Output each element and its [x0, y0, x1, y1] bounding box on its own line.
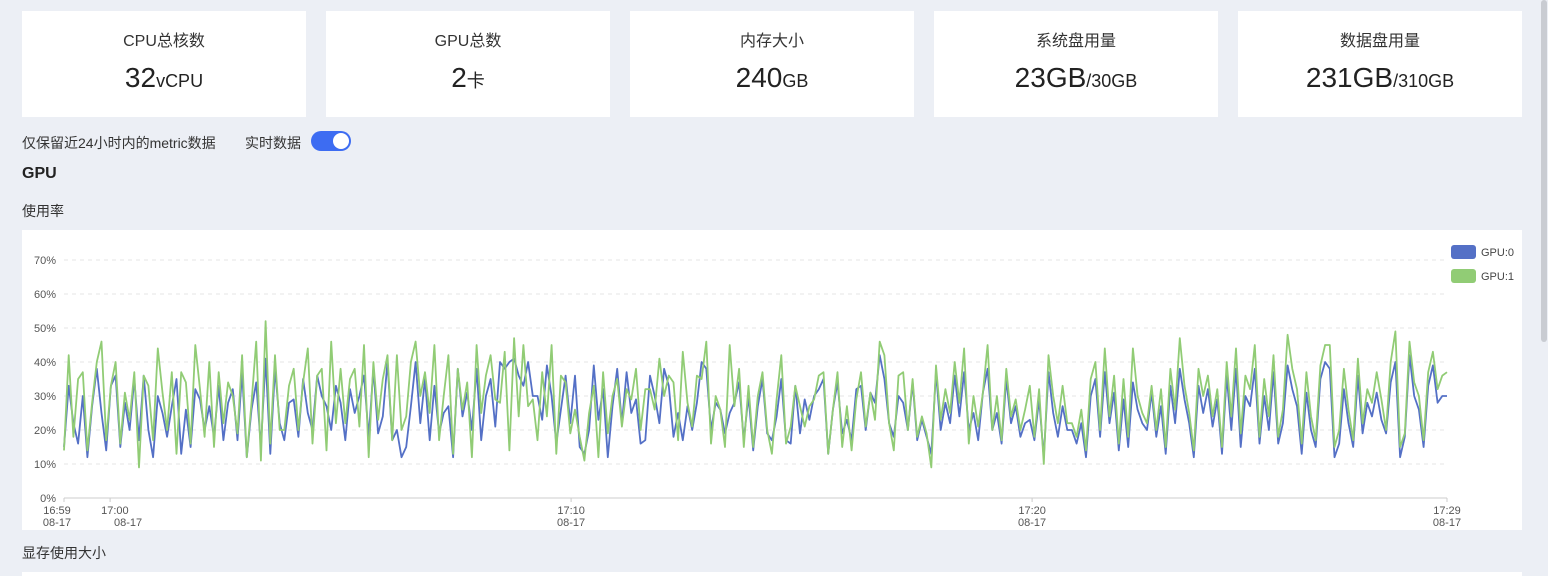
stat-card-memory: 内存大小 240GB — [630, 11, 914, 117]
y-tick-label: 40% — [34, 357, 56, 369]
retention-note: 仅保留近24小时内的metric数据 — [22, 135, 216, 151]
stat-card-cpu: CPU总核数 32vCPU — [22, 11, 306, 117]
series-line-GPU-1 — [63, 320, 1448, 469]
x-tick-date: 08-17 — [1433, 517, 1461, 529]
gpu-usage-chart: 0% 10% 20% 30% 40% 50% 60% 70% 16:59 08-17 17:00 08… — [22, 230, 1522, 530]
stat-number: 23GB — [1014, 62, 1087, 93]
stat-label: GPU总数 — [434, 33, 502, 50]
chart-svg: 0%10%20%30%40%50%60%70%16:5908-1717:0008… — [34, 245, 1514, 529]
x-tick-label: 17:29 — [1433, 505, 1461, 517]
y-tick-label: 60% — [34, 289, 56, 301]
gpu-section-title: GPU — [22, 165, 57, 182]
x-tick-date: 08-17 — [43, 517, 71, 529]
legend-label: GPU:1 — [1481, 271, 1514, 283]
stat-label: 数据盘用量 — [1339, 33, 1420, 50]
stat-card-system-disk: 系统盘用量 23GB/30GB — [934, 11, 1218, 117]
x-tick-date: 08-17 — [557, 517, 585, 529]
stat-label: 内存大小 — [739, 33, 804, 50]
legend-swatch — [1451, 269, 1476, 283]
y-tick-label: 30% — [34, 391, 56, 403]
stat-label: 系统盘用量 — [1035, 33, 1116, 50]
x-tick-date: 08-17 — [1018, 517, 1046, 529]
stat-number: 32 — [124, 62, 157, 93]
stat-number: 2 — [451, 62, 467, 93]
x-tick-label: 17:20 — [1018, 505, 1046, 517]
stat-card-gpu: GPU总数 2卡 — [326, 11, 610, 117]
legend-label: GPU:0 — [1481, 247, 1514, 259]
y-tick-label: 10% — [34, 459, 56, 471]
page-scrollbar[interactable] — [1541, 0, 1547, 342]
stat-value: 240GB — [630, 62, 914, 94]
stat-unit: GB — [782, 71, 809, 91]
x-tick-date: 08-17 — [114, 517, 142, 529]
y-tick-label: 20% — [34, 425, 56, 437]
realtime-label: 实时数据 — [245, 135, 301, 151]
memory-chart-panel — [22, 572, 1522, 576]
stat-value: 231GB/310GB — [1238, 62, 1522, 94]
y-tick-label: 50% — [34, 323, 56, 335]
x-tick-label: 17:10 — [557, 505, 585, 517]
stat-label: CPU总核数 — [123, 33, 205, 50]
x-tick-label: 16:59 — [43, 505, 71, 517]
legend-swatch — [1451, 245, 1476, 259]
stat-value: 23GB/30GB — [934, 62, 1218, 94]
usage-chart-title: 使用率 — [22, 203, 64, 219]
stat-unit: vCPU — [156, 71, 204, 91]
y-tick-label: 0% — [40, 493, 56, 505]
stat-value: 2卡 — [326, 62, 610, 94]
stat-card-data-disk: 数据盘用量 231GB/310GB — [1238, 11, 1522, 117]
x-tick-label: 17:00 — [101, 505, 129, 517]
memory-chart-title: 显存使用大小 — [22, 545, 106, 561]
stat-unit: 卡 — [466, 71, 485, 91]
stat-value: 32vCPU — [22, 62, 306, 94]
stat-unit: /30GB — [1086, 71, 1138, 91]
realtime-toggle[interactable] — [311, 131, 351, 151]
stat-number: 231GB — [1305, 62, 1394, 93]
toggle-knob — [333, 133, 349, 149]
stats-cards: CPU总核数 32vCPU GPU总数 2卡 内存大小 240GB 系统盘用量 … — [22, 11, 1522, 117]
stat-unit: /310GB — [1393, 71, 1455, 91]
y-tick-label: 70% — [34, 255, 56, 267]
stat-number: 240 — [735, 62, 783, 93]
